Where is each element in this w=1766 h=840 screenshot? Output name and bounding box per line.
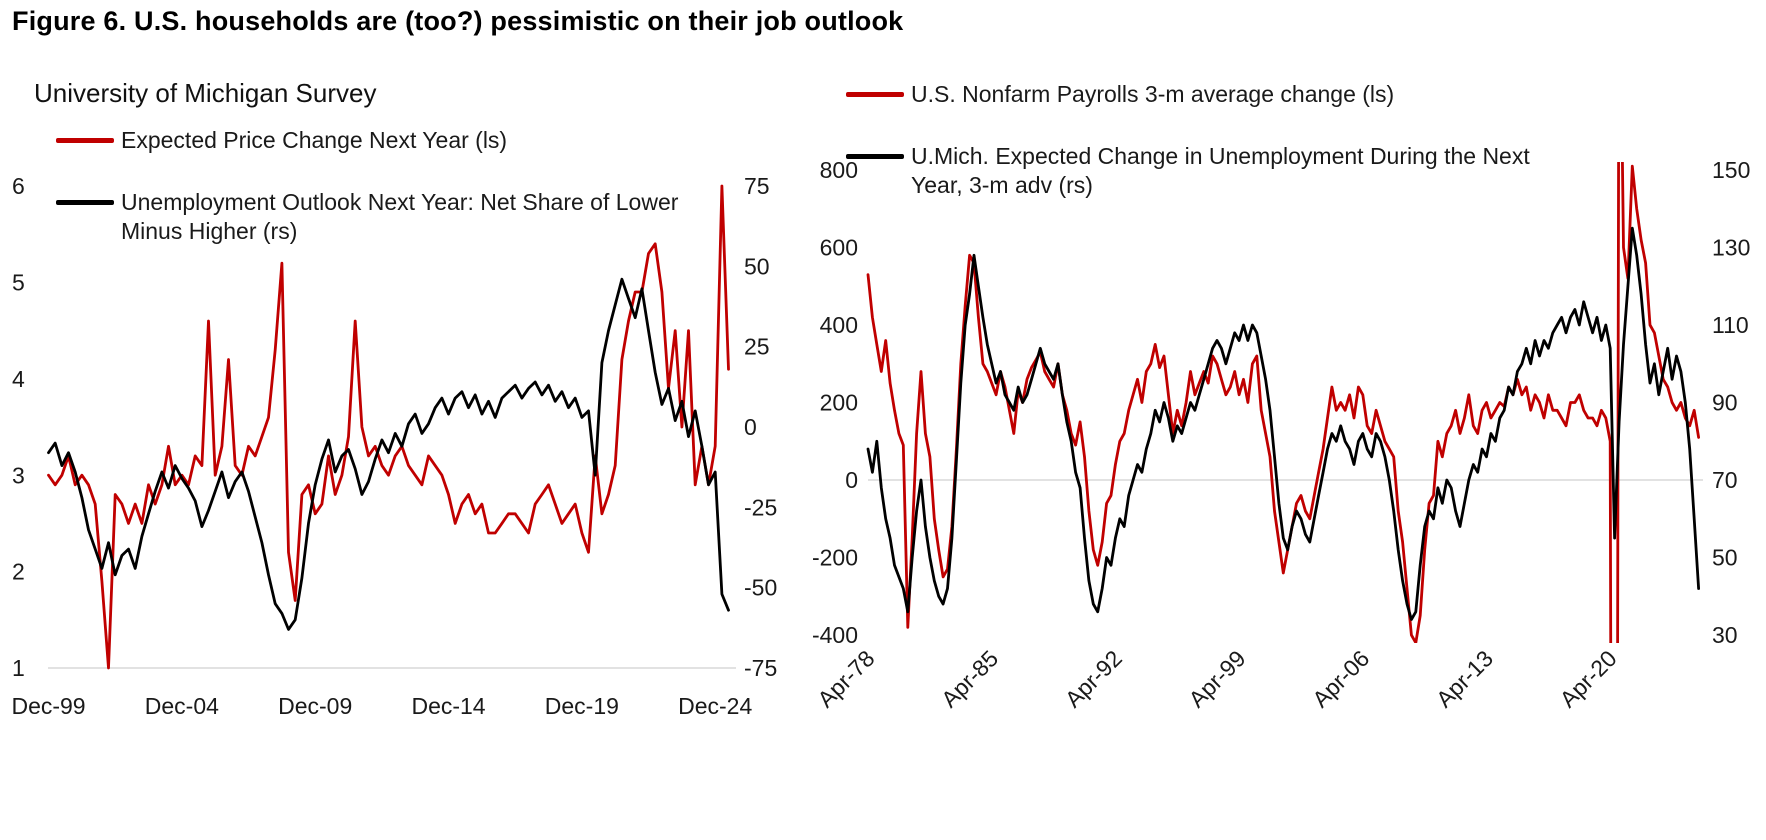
y-left-tick-label: 200 [820, 390, 858, 416]
y-right-tick-label: 50 [744, 253, 770, 279]
right-chart-panel: 800 600 400 200 0 -200 -400 150 130 110 90 70 50 30 Ap… [788, 60, 1766, 840]
x-tick-label: Dec-99 [11, 693, 85, 719]
red-line-swatch [846, 92, 904, 97]
black-line-swatch [56, 200, 114, 205]
legend-label: Unemployment Outlook Next Year: Net Shar… [121, 189, 679, 245]
y-right-tick-label: 0 [744, 414, 757, 440]
y-left-tick-label: 0 [845, 467, 858, 493]
legend-label: Expected Price Change Next Year (ls) [121, 127, 508, 153]
left-chart-panel: 6 5 4 3 2 1 75 50 25 0 -25 -50 -75 Dec-99 Dec-04 Dec-09… [8, 68, 788, 830]
y-left-tick-label: 600 [820, 235, 858, 261]
left-chart-plot: 6 5 4 3 2 1 75 50 25 0 -25 -50 -75 Dec-99 Dec-04 Dec-09… [11, 173, 777, 719]
x-tick-label: Dec-04 [145, 693, 219, 719]
umich-expected-unemployment-change-line [866, 226, 1700, 621]
expected-price-change-line [47, 184, 730, 670]
y-right-tick-label: 25 [744, 334, 770, 360]
y-right-tick-label: -75 [744, 655, 777, 681]
y-left-tick-label: -400 [812, 622, 858, 648]
y-right-tick-label: 110 [1712, 312, 1749, 338]
y-right-tick-label: 30 [1712, 622, 1738, 648]
y-left-tick-label: 4 [12, 366, 25, 392]
y-left-tick-label: 400 [820, 312, 858, 338]
legend-nonfarm-payrolls: U.S. Nonfarm Payrolls 3-m average change… [846, 80, 1394, 109]
x-tick-label: Dec-09 [278, 693, 352, 719]
figure-title: Figure 6. U.S. households are (too?) pes… [12, 6, 904, 36]
y-left-tick-label: 800 [820, 157, 858, 183]
y-right-tick-label: 90 [1712, 390, 1738, 416]
right-chart-plot: 800 600 400 200 0 -200 -400 150 130 110 90 70 50 30 Ap… [812, 157, 1750, 712]
legend-label: U.Mich. Expected Change in Unemployment … [911, 143, 1530, 199]
x-tick-label: Apr-85 [936, 645, 1003, 712]
x-tick-label: Dec-14 [411, 693, 485, 719]
y-left-tick-label: 6 [12, 173, 25, 199]
y-left-tick-label: 2 [12, 559, 25, 585]
x-tick-label: Dec-19 [545, 693, 619, 719]
x-tick-label: Apr-99 [1183, 645, 1250, 712]
legend-label: U.S. Nonfarm Payrolls 3-m average change… [911, 81, 1395, 107]
legend-unemployment-outlook: Unemployment Outlook Next Year: Net Shar… [56, 188, 681, 247]
y-right-tick-label: 130 [1712, 235, 1750, 261]
left-chart-title: University of Michigan Survey [34, 78, 377, 108]
black-line-swatch [846, 154, 904, 159]
y-left-tick-label: 1 [12, 655, 25, 681]
legend-expected-price-change: Expected Price Change Next Year (ls) [56, 126, 507, 155]
x-tick-label: Apr-92 [1060, 645, 1127, 712]
y-right-tick-label: 75 [744, 173, 770, 199]
x-tick-label: Apr-20 [1555, 645, 1622, 712]
y-left-tick-label: -200 [812, 545, 858, 571]
y-left-tick-label: 5 [12, 269, 25, 295]
red-line-swatch [56, 138, 114, 143]
x-tick-label: Apr-06 [1307, 645, 1374, 712]
x-tick-label: Dec-24 [678, 693, 752, 719]
legend-umich-expected-unemployment: U.Mich. Expected Change in Unemployment … [846, 142, 1571, 201]
y-left-tick-label: 3 [12, 462, 25, 488]
unemployment-outlook-net-share-line [47, 277, 730, 631]
y-right-tick-label: 50 [1712, 545, 1738, 571]
y-right-tick-label: 150 [1712, 157, 1750, 183]
y-right-tick-label: -25 [744, 494, 777, 520]
y-right-tick-label: 70 [1712, 467, 1738, 493]
x-tick-label: Apr-78 [812, 645, 879, 712]
x-tick-label: Apr-13 [1431, 645, 1498, 712]
y-right-tick-label: -50 [744, 575, 777, 601]
